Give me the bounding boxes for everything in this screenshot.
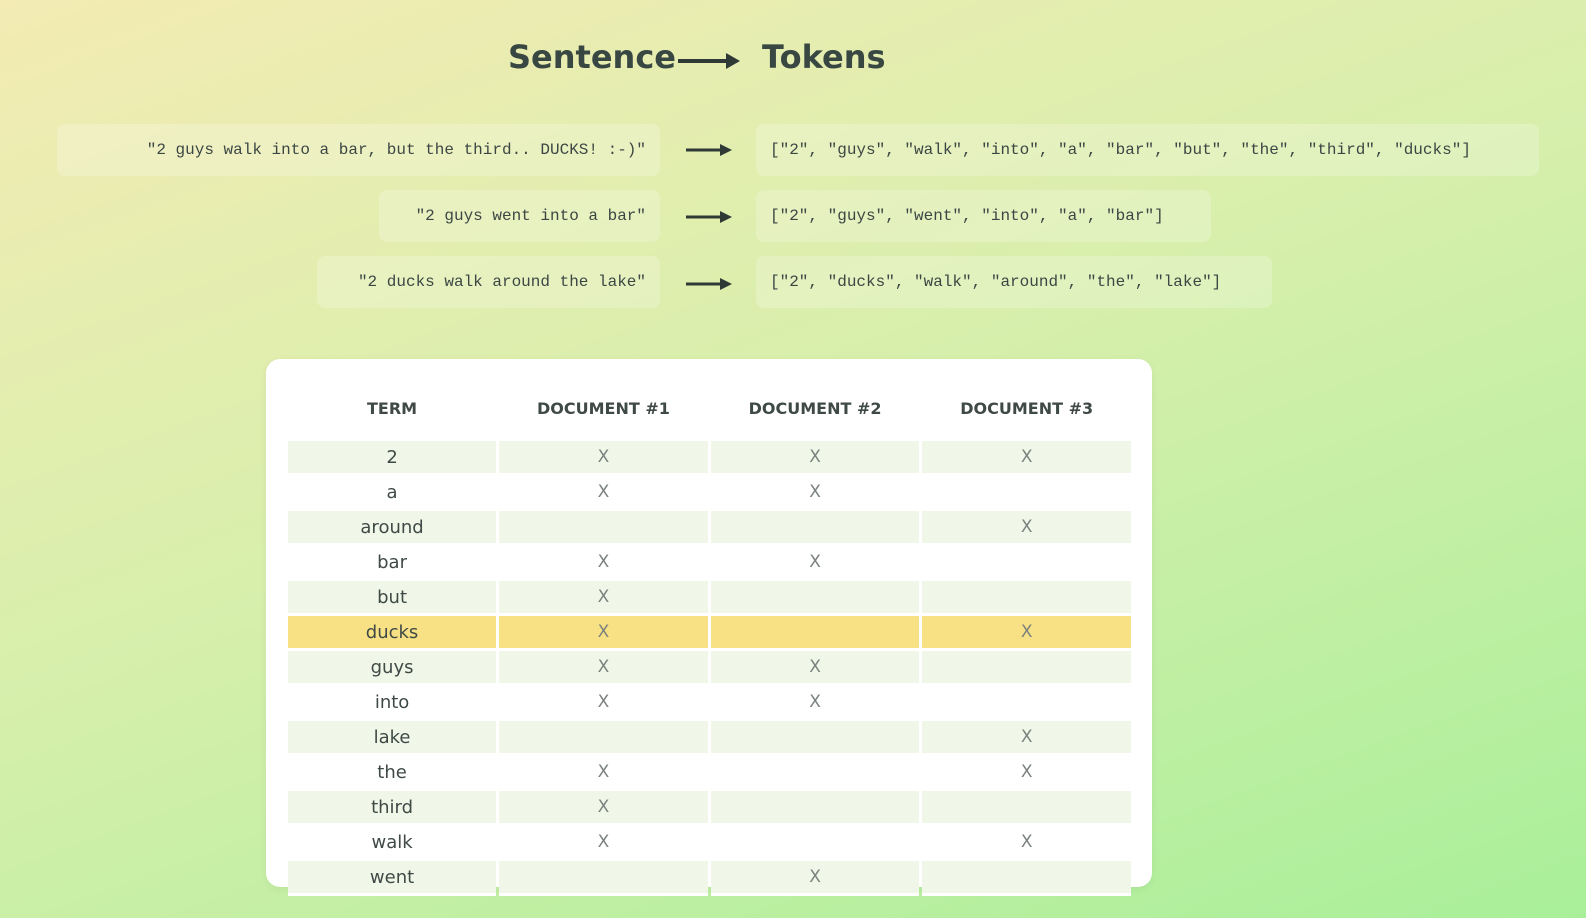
document-3-cell: X bbox=[922, 826, 1131, 861]
term-cell: around bbox=[288, 511, 497, 546]
document-3-cell bbox=[922, 686, 1131, 721]
document-2-cell bbox=[710, 756, 920, 791]
term-cell: guys bbox=[288, 651, 497, 686]
column-header-document-3: DOCUMENT #3 bbox=[960, 398, 1094, 418]
document-3-cell bbox=[922, 476, 1131, 511]
document-3-cell bbox=[922, 791, 1131, 826]
document-2-cell bbox=[710, 511, 920, 546]
document-3-cell: X bbox=[922, 616, 1131, 651]
table-row: bar X X bbox=[288, 546, 1131, 581]
sentence-example-3: "2 ducks walk around the lake" bbox=[317, 256, 660, 308]
document-2-cell: X bbox=[710, 651, 920, 686]
arrow-icon bbox=[686, 278, 732, 290]
table-row: ducks X X bbox=[288, 616, 1131, 651]
term-cell: but bbox=[288, 581, 497, 616]
document-3-cell: X bbox=[922, 441, 1131, 476]
document-1-cell: X bbox=[499, 756, 708, 791]
tokens-example-2: ["2", "guys", "went", "into", "a", "bar"… bbox=[756, 190, 1211, 242]
document-2-cell bbox=[710, 721, 920, 756]
document-1-cell: X bbox=[499, 651, 708, 686]
term-cell: ducks bbox=[288, 616, 497, 651]
arrow-icon bbox=[686, 144, 732, 156]
document-2-cell: X bbox=[710, 546, 920, 581]
table-row: around X bbox=[288, 511, 1131, 546]
document-3-cell bbox=[922, 861, 1131, 896]
term-cell: into bbox=[288, 686, 497, 721]
column-header-document-2: DOCUMENT #2 bbox=[748, 398, 882, 418]
document-2-cell bbox=[710, 581, 920, 616]
table-row: into X X bbox=[288, 686, 1131, 721]
document-1-cell: X bbox=[499, 616, 708, 651]
term-cell: lake bbox=[288, 721, 497, 756]
arrow-icon bbox=[686, 211, 732, 223]
term-cell: went bbox=[288, 861, 497, 896]
tokens-title: Tokens bbox=[762, 38, 886, 76]
term-cell: walk bbox=[288, 826, 497, 861]
document-2-cell: X bbox=[710, 861, 920, 896]
document-3-cell: X bbox=[922, 756, 1131, 791]
document-1-cell bbox=[499, 721, 708, 756]
term-cell: the bbox=[288, 756, 497, 791]
term-cell: 2 bbox=[288, 441, 497, 476]
document-2-cell bbox=[710, 616, 920, 651]
table-row: walk X X bbox=[288, 826, 1131, 861]
sentence-example-2: "2 guys went into a bar" bbox=[379, 190, 660, 242]
document-3-cell: X bbox=[922, 511, 1131, 546]
document-1-cell bbox=[499, 861, 708, 896]
document-1-cell bbox=[499, 511, 708, 546]
document-1-cell: X bbox=[499, 791, 708, 826]
document-2-cell bbox=[710, 791, 920, 826]
document-2-cell: X bbox=[710, 686, 920, 721]
table-row: but X bbox=[288, 581, 1131, 616]
document-1-cell: X bbox=[499, 441, 708, 476]
tokens-example-1: ["2", "guys", "walk", "into", "a", "bar"… bbox=[756, 124, 1539, 176]
term-cell: third bbox=[288, 791, 497, 826]
table-header-row: TERM DOCUMENT #1 DOCUMENT #2 DOCUMENT #3 bbox=[288, 387, 1131, 441]
table-row: guys X X bbox=[288, 651, 1131, 686]
sentence-example-1: "2 guys walk into a bar, but the third..… bbox=[57, 124, 660, 176]
title-arrow-icon bbox=[678, 53, 740, 69]
document-2-cell bbox=[710, 826, 920, 861]
column-header-term: TERM bbox=[367, 398, 418, 418]
sentence-title: Sentence bbox=[508, 38, 676, 76]
document-1-cell: X bbox=[499, 686, 708, 721]
term-cell: bar bbox=[288, 546, 497, 581]
tokens-example-3: ["2", "ducks", "walk", "around", "the", … bbox=[756, 256, 1272, 308]
document-1-cell: X bbox=[499, 826, 708, 861]
table-row: the X X bbox=[288, 756, 1131, 791]
column-header-document-1: DOCUMENT #1 bbox=[536, 398, 670, 418]
term-document-table-card: TERM DOCUMENT #1 DOCUMENT #2 DOCUMENT #3… bbox=[266, 359, 1152, 896]
term-document-table: TERM DOCUMENT #1 DOCUMENT #2 DOCUMENT #3… bbox=[285, 387, 1134, 896]
document-2-cell: X bbox=[710, 476, 920, 511]
document-1-cell: X bbox=[499, 476, 708, 511]
table-row: third X bbox=[288, 791, 1131, 826]
document-3-cell bbox=[922, 546, 1131, 581]
term-cell: a bbox=[288, 476, 497, 511]
table-row: lake X bbox=[288, 721, 1131, 756]
document-3-cell bbox=[922, 651, 1131, 686]
table-row: went X bbox=[288, 861, 1131, 896]
document-3-cell bbox=[922, 581, 1131, 616]
document-3-cell: X bbox=[922, 721, 1131, 756]
document-1-cell: X bbox=[499, 546, 708, 581]
document-2-cell: X bbox=[710, 441, 920, 476]
document-1-cell: X bbox=[499, 581, 708, 616]
